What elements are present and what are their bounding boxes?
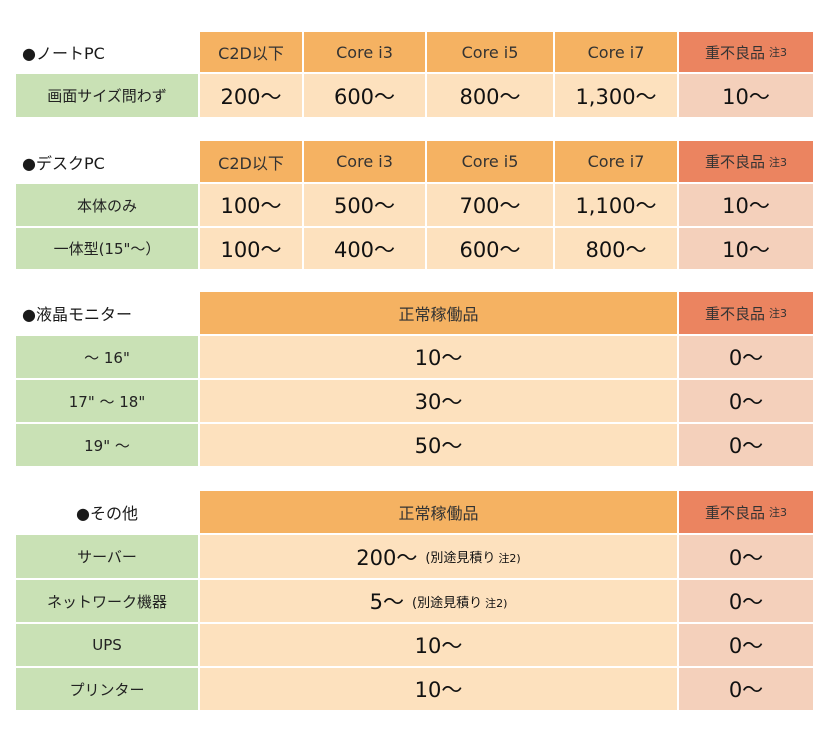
- other-value-defect: 0〜: [679, 535, 813, 578]
- desktop-value-defect: 10〜: [679, 228, 813, 269]
- estimate-note-ref: 注2): [485, 596, 508, 610]
- other-value-normal: 10〜: [200, 668, 677, 710]
- defect-header-label: 重不良品: [704, 153, 765, 171]
- desktop-header-i7: Core i7: [555, 141, 677, 182]
- desktop-value-i5: 700〜: [427, 184, 553, 226]
- other-value-defect: 0〜: [679, 580, 813, 622]
- notebook-value-defect: 10〜: [679, 74, 813, 117]
- monitor-header-normal: 正常稼働品: [200, 292, 677, 334]
- other-value-normal: 200〜 (別途見積り 注2): [200, 535, 677, 578]
- monitor-row-label: 19" 〜: [16, 424, 198, 466]
- defect-header-note: 注3: [769, 506, 787, 519]
- estimate-note-ref: 注2): [498, 552, 521, 565]
- desktop-value-defect: 10〜: [679, 184, 813, 226]
- monitor-value-normal: 50〜: [200, 424, 677, 466]
- notebook-row-label: 画面サイズ問わず: [16, 74, 198, 117]
- notebook-header-defect: 重不良品 注3: [679, 32, 813, 72]
- other-value-normal: 10〜: [200, 624, 677, 666]
- other-row-label: プリンター: [16, 668, 198, 710]
- desktop-value-c2d: 100〜: [200, 228, 302, 269]
- defect-header-label: 重不良品: [704, 503, 765, 522]
- notebook-value-i5: 800〜: [427, 74, 553, 117]
- defect-header-note: 注3: [769, 307, 787, 320]
- monitor-value-defect: 0〜: [679, 380, 813, 422]
- notebook-header-i3: Core i3: [304, 32, 425, 72]
- desktop-section-title: ●デスクPC: [22, 153, 105, 173]
- desktop-row-label: 本体のみ: [16, 184, 198, 226]
- monitor-header-defect: 重不良品 注3: [679, 292, 813, 334]
- notebook-header-c2d: C2D以下: [200, 32, 302, 72]
- notebook-header-i7: Core i7: [555, 32, 677, 72]
- desktop-header-i3: Core i3: [304, 141, 425, 182]
- defect-header-label: 重不良品: [704, 304, 765, 323]
- estimate-text: (別途見積り: [412, 595, 483, 611]
- notebook-value-i3: 600〜: [304, 74, 425, 117]
- monitor-value-normal: 30〜: [200, 380, 677, 422]
- other-section-title: ●その他: [76, 504, 138, 523]
- other-value-defect: 0〜: [679, 668, 813, 710]
- value-text: 200〜: [356, 545, 418, 570]
- monitor-value-defect: 0〜: [679, 336, 813, 378]
- other-header-defect: 重不良品 注3: [679, 491, 813, 533]
- desktop-value-i3: 400〜: [304, 228, 425, 269]
- other-row-label: サーバー: [16, 535, 198, 578]
- desktop-header-i5: Core i5: [427, 141, 553, 182]
- notebook-section-title: ●ノートPC: [22, 44, 105, 63]
- value-text: 5〜: [369, 590, 404, 614]
- desktop-row-label: 一体型(15"〜）: [16, 228, 198, 269]
- desktop-value-i5: 600〜: [427, 228, 553, 269]
- other-value-defect: 0〜: [679, 624, 813, 666]
- monitor-row-label: 〜 16": [16, 336, 198, 378]
- notebook-value-i7: 1,300〜: [555, 74, 677, 117]
- desktop-value-i3: 500〜: [304, 184, 425, 226]
- notebook-header-i5: Core i5: [427, 32, 553, 72]
- other-value-normal: 5〜 (別途見積り 注2): [200, 580, 677, 622]
- estimate-note: (別途見積り 注2): [425, 547, 520, 566]
- monitor-row-label: 17" 〜 18": [16, 380, 198, 422]
- defect-header-note: 注3: [769, 155, 787, 169]
- other-row-label: ネットワーク機器: [16, 580, 198, 622]
- notebook-value-c2d: 200〜: [200, 74, 302, 117]
- other-row-label: UPS: [16, 624, 198, 666]
- estimate-note: (別途見積り 注2): [412, 592, 507, 611]
- other-header-normal: 正常稼働品: [200, 491, 677, 533]
- estimate-text: (別途見積り: [425, 551, 496, 566]
- monitor-section-title: ●液晶モニター: [22, 305, 132, 324]
- desktop-value-c2d: 100〜: [200, 184, 302, 226]
- monitor-value-defect: 0〜: [679, 424, 813, 466]
- defect-header-label: 重不良品: [704, 43, 765, 62]
- defect-header-note: 注3: [769, 46, 787, 59]
- desktop-header-defect: 重不良品 注3: [679, 141, 813, 182]
- desktop-value-i7: 1,100〜: [555, 184, 677, 226]
- monitor-value-normal: 10〜: [200, 336, 677, 378]
- desktop-value-i7: 800〜: [555, 228, 677, 269]
- desktop-header-c2d: C2D以下: [200, 141, 302, 182]
